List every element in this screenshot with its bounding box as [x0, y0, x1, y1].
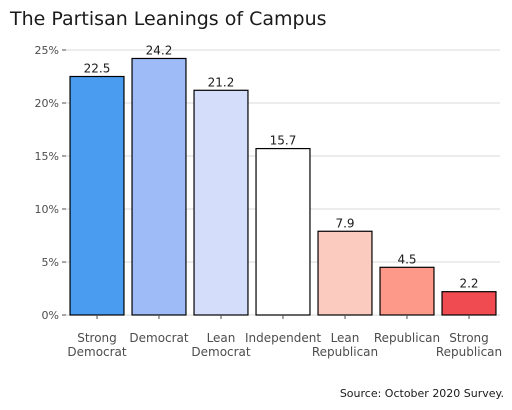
bar	[255, 147, 311, 316]
bar-value-label: 21.2	[208, 75, 235, 89]
bar	[379, 266, 435, 316]
value-labels: 22.5 24.2 21.2 15.7 7.9 4.5 2.2	[84, 43, 479, 290]
x-tick-label: Lean Republican	[312, 331, 378, 359]
x-tick-label: Republican	[374, 331, 440, 345]
y-tick-label: 25%	[35, 44, 59, 57]
bar-value-label: 4.5	[397, 252, 416, 266]
bar	[69, 75, 125, 316]
chart-caption: Source: October 2020 Survey.	[340, 387, 504, 400]
x-tick-label: Democrat	[129, 331, 189, 345]
bar	[131, 57, 187, 316]
bar-value-label: 15.7	[270, 134, 297, 148]
bar-value-label: 7.9	[335, 216, 354, 230]
y-tick-label: 10%	[35, 203, 59, 216]
y-axis: 0% 5% 10% 15% 20% 25%	[35, 44, 66, 322]
bars	[69, 57, 497, 316]
x-tick-label: Lean Democrat	[191, 331, 251, 359]
x-tick-label: Strong Democrat	[67, 331, 127, 359]
chart-title: The Partisan Leanings of Campus	[9, 8, 327, 30]
bar	[317, 230, 373, 316]
x-tick-label: Independent	[245, 331, 321, 345]
bar	[441, 291, 497, 316]
bar-value-label: 24.2	[146, 43, 173, 57]
y-tick-label: 20%	[35, 97, 59, 110]
x-tick-label: Strong Republican	[436, 331, 502, 359]
bar-value-label: 2.2	[459, 277, 478, 291]
bar	[193, 89, 249, 316]
y-tick-label: 5%	[42, 256, 59, 269]
y-tick-label: 0%	[42, 309, 59, 322]
bar-value-label: 22.5	[84, 62, 111, 76]
y-tick-label: 15%	[35, 150, 59, 163]
